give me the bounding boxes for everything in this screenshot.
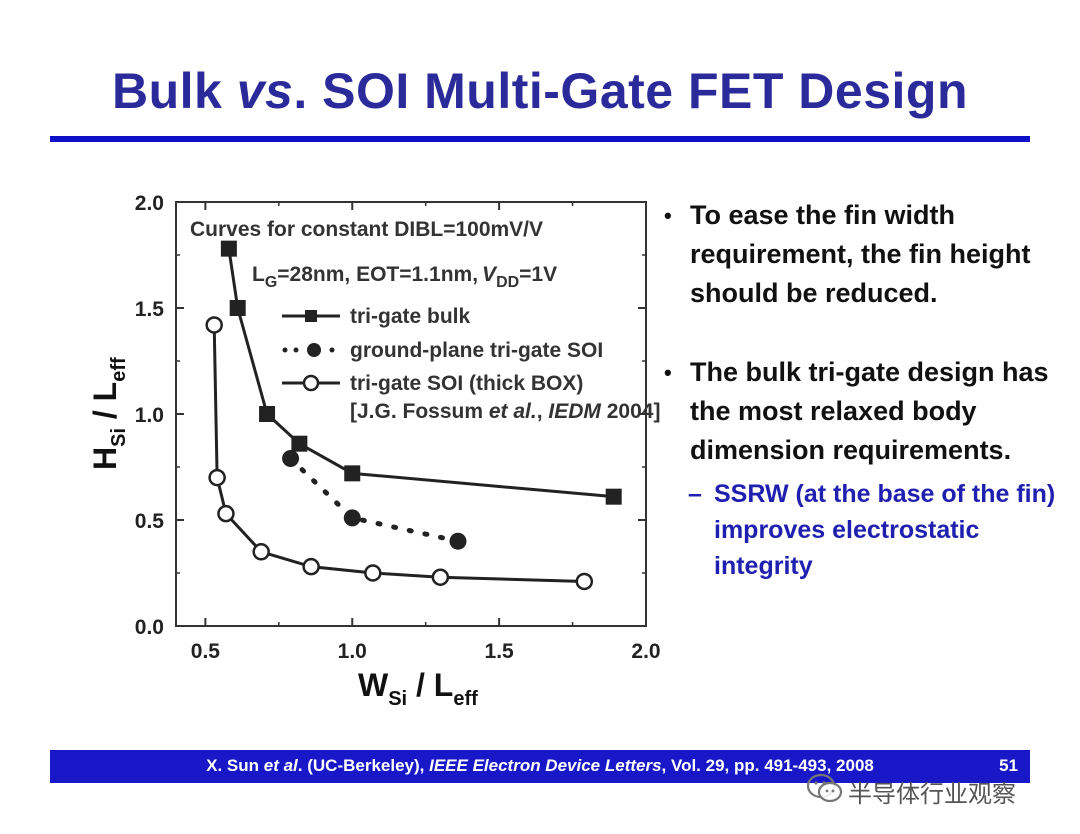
data-point-square: [220, 240, 237, 257]
legend-label-tri-gate-bulk: tri-gate bulk: [350, 305, 470, 328]
chart: 0.0 0.5 1.0 1.5 2.0 0.5 1.0 1.5 2.0 Curves for c…: [87, 192, 660, 710]
y-axis-label: HSi / Leff: [87, 357, 130, 470]
x-tick-label: 1.0: [338, 640, 367, 663]
y-tick-label: 1.0: [135, 404, 164, 427]
y-tick-label: 1.5: [135, 298, 165, 321]
footer-citation: X. Sun et al. (UC-Berkeley), IEEE Electr…: [206, 756, 874, 775]
series-line-0: [227, 248, 614, 499]
series-line-2: [212, 324, 585, 583]
data-point-square: [605, 488, 622, 505]
legend-label-tri-gate-soi: tri-gate SOI (thick BOX): [350, 372, 583, 395]
footer-bar: X. Sun et al. (UC-Berkeley), IEEE Electr…: [50, 750, 1030, 783]
data-point-open-circle: [208, 468, 226, 487]
data-point-open-circle: [364, 564, 382, 582]
data-point-square: [259, 406, 276, 422]
data-point-filled-circle: [282, 450, 300, 468]
data-point-filled-circle: [343, 509, 361, 527]
wechat-icon: [806, 773, 843, 803]
x-axis-label: WSi / Leff: [358, 667, 478, 710]
data-point-open-circle: [302, 557, 320, 576]
x-tick-label: 1.5: [485, 640, 515, 663]
bullet-item: • The bulk tri-gate design has the most …: [660, 353, 1060, 470]
bullet-dot-icon: •: [664, 360, 672, 385]
page-number: 51: [999, 756, 1018, 775]
y-tick-label: 0.5: [135, 510, 165, 533]
data-point-square: [344, 465, 361, 482]
x-tick-label: 2.0: [631, 640, 660, 663]
data-point-open-circle: [205, 316, 223, 334]
legend: tri-gate bulk ground-plane tri-gate SOI …: [282, 305, 603, 395]
data-point-square: [229, 300, 246, 316]
data-point-open-circle: [575, 572, 594, 591]
bullet-dot-icon: •: [664, 203, 672, 228]
chart-annotation-params: LG=28nm, EOT=1.1nm, VDD=1V: [252, 263, 557, 291]
series-line-1: [288, 456, 461, 544]
bullet-item: • To ease the fin width requirement, the…: [660, 196, 1060, 313]
y-tick-label: 0.0: [135, 616, 164, 639]
chart-annotation-dibl: Curves for constant DIBL=100mV/V: [190, 218, 543, 241]
chart-citation: [J.G. Fossum et al., IEDM 2004]: [350, 400, 660, 423]
legend-label-ground-plane: ground-plane tri-gate SOI: [350, 339, 603, 362]
data-point-open-circle: [217, 504, 235, 523]
slide-title: Bulk vs. SOI Multi-Gate FET Design: [111, 63, 969, 119]
x-tick-label: 0.5: [191, 640, 221, 663]
data-point-open-circle: [252, 543, 270, 561]
data-point-open-circle: [431, 568, 450, 586]
title-divider: [50, 136, 1030, 142]
data-point-filled-circle: [449, 532, 467, 550]
data-point-square: [291, 435, 308, 452]
dash-icon: –: [688, 480, 702, 508]
sub-bullet-item: – SSRW (at the base of the fin) improves…: [660, 476, 1060, 584]
watermark: 半导体行业观察: [800, 770, 1060, 810]
y-tick-label: 2.0: [135, 192, 164, 215]
bullet-list: • To ease the fin width requirement, the…: [660, 196, 1060, 584]
